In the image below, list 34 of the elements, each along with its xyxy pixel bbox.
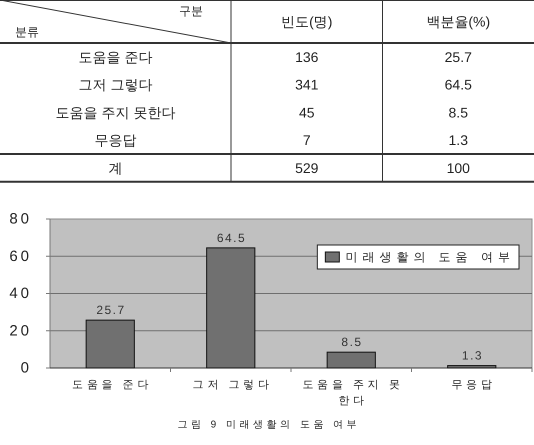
cell-value: 7 <box>302 132 311 148</box>
data-label: 64.5 <box>216 230 246 245</box>
column-header: 빈도(명) <box>281 14 332 30</box>
y-tick-label: 20 <box>9 322 32 340</box>
data-label: 1.3 <box>462 348 484 363</box>
x-tick-label: 도움을 준다 <box>72 379 152 391</box>
cell-value: 136 <box>295 48 318 65</box>
row-label: 무응답 <box>94 132 136 148</box>
ylabel: 분류 <box>15 25 39 39</box>
y-tick-label: 0 <box>20 360 32 376</box>
cell-value: 64.5 <box>444 76 472 93</box>
row-label: 그저 그렇다 <box>78 76 152 93</box>
xlabel: 구분 <box>179 4 203 18</box>
cell-value: 1.3 <box>448 132 468 148</box>
y-tick-label: 60 <box>9 248 32 265</box>
row-label: 계 <box>108 160 122 176</box>
cell-value: 45 <box>298 104 315 120</box>
cell-value: 8.5 <box>448 104 468 120</box>
x-tick-label: 그저 그렇다 <box>192 379 272 391</box>
row-label: 도움을 준다 <box>78 48 152 65</box>
column-header: 백분율(%) <box>426 14 490 30</box>
legend-label: 미래생활의 도움 여부 <box>345 250 515 264</box>
x-tick-label: 무응답 <box>452 379 496 391</box>
cell-value: 25.7 <box>444 48 472 65</box>
caption: 그림 9 미래생활의 도움 여부 <box>177 420 360 430</box>
y-tick-label: 40 <box>9 285 32 302</box>
cell-value: 100 <box>446 160 470 176</box>
cell-value: 341 <box>295 76 318 93</box>
row-label: 도움을 주지 못한다 <box>56 104 176 120</box>
data-label: 25.7 <box>96 303 126 318</box>
cell-value: 529 <box>295 160 318 176</box>
y-tick-label: 80 <box>9 210 32 228</box>
data-label: 8.5 <box>341 335 363 350</box>
x-tick-label: 도움을 주지 못한다 <box>302 379 404 407</box>
